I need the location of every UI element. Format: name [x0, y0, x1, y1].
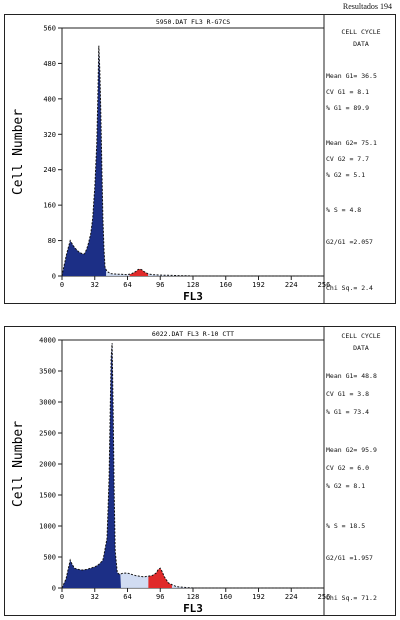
- x-tick-label: 32: [91, 281, 99, 289]
- y-tick-label: 1500: [39, 492, 56, 500]
- x-tick-label: 96: [156, 593, 164, 601]
- y-tick-label: 500: [43, 554, 56, 562]
- g2-area: [129, 269, 149, 276]
- cell-cycle-stats-bottom: CELL CYCLE DATA Mean G1= 48.8 CV G1 = 3.…: [326, 326, 396, 616]
- stats-subtitle: DATA: [353, 344, 369, 352]
- g2-area: [148, 568, 172, 588]
- y-tick-label: 400: [43, 95, 56, 103]
- x-tick-label: 224: [285, 593, 298, 601]
- x-tick-label: 256: [318, 593, 331, 601]
- y-tick-label: 2500: [39, 430, 56, 438]
- x-tick-label: 192: [252, 593, 265, 601]
- stat-cv-g2: CV G2 = 7.7: [326, 155, 370, 163]
- stat-g2-g1-ratio: G2/G1 =2.057: [326, 238, 373, 246]
- page-header: Resultados 194: [342, 2, 392, 11]
- stat-mean-g2: Mean G2= 95.9: [326, 446, 377, 454]
- x-tick-label: 0: [60, 593, 64, 601]
- y-tick-label: 2000: [39, 461, 56, 469]
- histogram-panel-top: 5950.DAT FL3 R-G7CS 0 32 64 96 128 160 192 224 25…: [4, 14, 396, 304]
- y-tick-label: 3000: [39, 399, 56, 407]
- x-tick-label: 160: [219, 281, 232, 289]
- x-tick-label: 128: [187, 281, 200, 289]
- stat-cv-g1: CV G1 = 8.1: [326, 88, 370, 96]
- x-tick-label: 192: [252, 281, 265, 289]
- file-label: 5950.DAT FL3 R-G7CS: [156, 18, 230, 26]
- stat-chi-square: Chi Sq.= 2.4: [326, 284, 373, 292]
- x-axis-label: FL3: [183, 602, 203, 615]
- histogram-chart-bottom: 6022.DAT FL3 R-10 CTT 0 32 64 96 128 160 192 224…: [4, 326, 396, 616]
- stat-pct-g2: % G2 = 8.1: [326, 482, 366, 490]
- y-tick-label: 240: [43, 166, 56, 174]
- y-tick-label: 560: [43, 25, 56, 33]
- histogram-chart-top: 5950.DAT FL3 R-G7CS 0 32 64 96 128 160 192 224 25…: [4, 14, 396, 304]
- y-tick-label: 4000: [39, 337, 56, 345]
- stat-mean-g1: Mean G1= 48.8: [326, 372, 377, 380]
- x-tick-label: 32: [91, 593, 99, 601]
- y-tick-label: 0: [52, 585, 56, 593]
- x-tick-label: 64: [123, 593, 131, 601]
- stat-pct-g2: % G2 = 5.1: [326, 171, 366, 179]
- x-tick-label: 256: [318, 281, 331, 289]
- y-tick-label: 320: [43, 131, 56, 139]
- stat-pct-g1: % G1 = 89.9: [326, 104, 370, 112]
- plot-area: [61, 339, 325, 589]
- y-tick-label: 160: [43, 202, 56, 210]
- y-tick-label: 0: [52, 273, 56, 281]
- g1-area: [62, 343, 121, 588]
- stat-cv-g1: CV G1 = 3.8: [326, 390, 370, 398]
- stat-g2-g1-ratio: G2/G1 =1.957: [326, 554, 373, 562]
- stats-title: CELL CYCLE: [341, 332, 381, 340]
- y-axis-label: Cell Number: [11, 421, 26, 507]
- y-tick-label: 3500: [39, 368, 56, 376]
- stat-pct-s: % S = 4.8: [326, 206, 362, 214]
- histogram-panel-bottom: 6022.DAT FL3 R-10 CTT 0 32 64 96 128 160 192 224…: [4, 326, 396, 616]
- cell-cycle-stats-top: CELL CYCLE DATA Mean G1= 36.5 CV G1 = 8.…: [326, 14, 396, 304]
- y-tick-label: 1000: [39, 523, 56, 531]
- x-tick-label: 160: [219, 593, 232, 601]
- x-tick-label: 64: [123, 281, 131, 289]
- plot-area: [61, 27, 325, 277]
- x-tick-label: 128: [187, 593, 200, 601]
- outer-frame: [4, 14, 396, 304]
- x-tick-label: 0: [60, 281, 64, 289]
- y-tick-label: 480: [43, 60, 56, 68]
- g1-area: [62, 45, 107, 277]
- stats-title: CELL CYCLE: [341, 28, 381, 36]
- stat-chi-square: Chi Sq.= 71.2: [326, 594, 377, 602]
- x-axis-label: FL3: [183, 290, 203, 303]
- outer-frame: [4, 326, 396, 616]
- stat-cv-g2: CV G2 = 6.0: [326, 464, 370, 472]
- stat-pct-s: % S = 18.5: [326, 522, 366, 530]
- stat-mean-g1: Mean G1= 36.5: [326, 72, 377, 80]
- stat-mean-g2: Mean G2= 75.1: [326, 139, 377, 147]
- stat-pct-g1: % G1 = 73.4: [326, 408, 370, 416]
- y-axis-label: Cell Number: [11, 109, 26, 195]
- stats-subtitle: DATA: [353, 40, 369, 48]
- y-tick-label: 80: [48, 237, 56, 245]
- file-label: 6022.DAT FL3 R-10 CTT: [152, 330, 234, 338]
- x-tick-label: 224: [285, 281, 298, 289]
- x-tick-label: 96: [156, 281, 164, 289]
